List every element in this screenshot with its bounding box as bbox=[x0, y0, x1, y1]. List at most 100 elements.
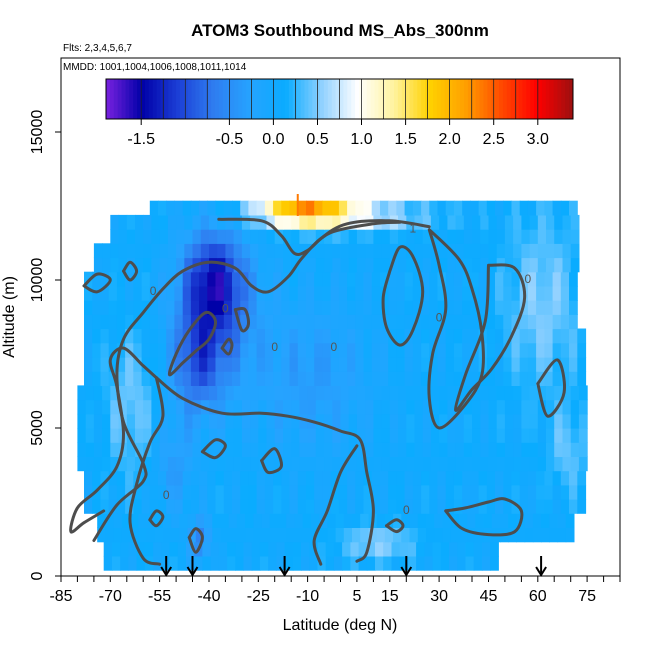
colorbar-swatch bbox=[141, 79, 146, 119]
heatmap-cell bbox=[314, 300, 323, 315]
heatmap-cell bbox=[105, 527, 115, 543]
contour-line bbox=[454, 263, 527, 412]
heatmap-cell bbox=[102, 442, 111, 457]
heatmap-cell bbox=[488, 442, 498, 457]
heatmap-cell bbox=[363, 484, 373, 500]
heatmap-cell bbox=[283, 257, 292, 273]
heatmap-cell bbox=[453, 357, 463, 372]
heatmap-cell bbox=[363, 285, 373, 301]
heatmap-cell bbox=[159, 385, 169, 401]
colorbar-swatch bbox=[405, 79, 411, 119]
heatmap-cell bbox=[286, 513, 295, 528]
heatmap-cell bbox=[278, 527, 287, 543]
heatmap-cell bbox=[171, 513, 180, 528]
heatmap-cell bbox=[149, 484, 159, 500]
heatmap-cell bbox=[453, 342, 463, 358]
y-tick-label: 5000 bbox=[29, 410, 46, 446]
heatmap-cell bbox=[126, 214, 136, 230]
heatmap-cell bbox=[258, 413, 268, 429]
heatmap-cell bbox=[404, 314, 414, 330]
heatmap-cell bbox=[159, 399, 169, 415]
heatmap-cell bbox=[453, 371, 463, 386]
heatmap-cell bbox=[333, 555, 343, 571]
heatmap-cell bbox=[233, 413, 243, 429]
heatmap-cell bbox=[560, 499, 570, 514]
heatmap-cell bbox=[470, 300, 480, 315]
x-tick-label: 45 bbox=[480, 588, 498, 605]
heatmap-cell bbox=[225, 243, 235, 259]
heatmap-cell bbox=[463, 399, 473, 415]
colorbar-swatch bbox=[179, 79, 185, 119]
heatmap-cell bbox=[116, 470, 126, 486]
heatmap-cell bbox=[439, 257, 448, 273]
heatmap-cell bbox=[488, 456, 498, 472]
heatmap-cell bbox=[240, 484, 249, 500]
heatmap-cell bbox=[519, 314, 529, 330]
heatmap-cell bbox=[465, 555, 475, 571]
heatmap-cell bbox=[396, 371, 406, 386]
heatmap-cell bbox=[352, 513, 361, 528]
colorbar-swatch bbox=[331, 79, 337, 119]
heatmap-cell bbox=[274, 229, 284, 244]
heatmap-cell bbox=[414, 442, 424, 457]
colorbar-swatch bbox=[394, 79, 399, 119]
heatmap-cell bbox=[250, 428, 259, 443]
heatmap-cell bbox=[281, 200, 291, 216]
heatmap-cell bbox=[546, 257, 555, 273]
heatmap-cell bbox=[447, 428, 457, 443]
heatmap-cell bbox=[569, 342, 578, 358]
heatmap-cell bbox=[194, 555, 203, 571]
colorbar-swatch bbox=[355, 79, 360, 119]
heatmap-cell bbox=[151, 428, 161, 443]
heatmap-cell bbox=[158, 470, 167, 486]
y-axis-label: Altitude (m) bbox=[1, 276, 18, 358]
heatmap-cell bbox=[176, 214, 185, 230]
heatmap-cell bbox=[453, 300, 463, 315]
heatmap-cell bbox=[421, 271, 430, 287]
heatmap-cell bbox=[297, 328, 307, 344]
heatmap-cell bbox=[480, 385, 490, 401]
colorbar-swatch bbox=[464, 79, 469, 119]
heatmap-cell bbox=[389, 257, 399, 273]
heatmap-cell bbox=[215, 328, 225, 344]
heatmap-cell bbox=[544, 342, 554, 358]
contour-label: 0 bbox=[150, 284, 157, 298]
colorbar-tick-label: 1.0 bbox=[350, 131, 372, 148]
heatmap-cell bbox=[373, 257, 383, 273]
colorbar-swatch bbox=[397, 79, 403, 119]
heatmap-cell bbox=[565, 513, 575, 528]
heatmap-cell bbox=[209, 413, 218, 429]
heatmap-cell bbox=[544, 300, 554, 315]
heatmap-cell bbox=[258, 442, 268, 457]
heatmap-cell bbox=[85, 385, 95, 401]
heatmap-cell bbox=[200, 428, 210, 443]
colorbar-tick-label: 1.5 bbox=[394, 131, 416, 148]
heatmap-cell bbox=[112, 555, 121, 571]
heatmap-cell bbox=[250, 442, 259, 457]
heatmap-cell bbox=[560, 484, 570, 500]
heatmap-cell bbox=[297, 200, 307, 216]
heatmap-cell bbox=[207, 499, 217, 514]
heatmap-cell bbox=[317, 541, 327, 557]
heatmap-cell bbox=[126, 243, 136, 259]
contour-label: 0 bbox=[403, 503, 410, 517]
heatmap-cell bbox=[141, 328, 151, 344]
heatmap-cell bbox=[396, 285, 406, 301]
heatmap-cell bbox=[381, 413, 391, 429]
heatmap-cell bbox=[135, 413, 144, 429]
heatmap-cell bbox=[513, 428, 522, 443]
heatmap-cell bbox=[442, 513, 452, 528]
heatmap-cell bbox=[215, 285, 225, 301]
heatmap-cell bbox=[259, 541, 269, 557]
heatmap-cell bbox=[116, 271, 126, 287]
heatmap-cell bbox=[462, 271, 471, 287]
heatmap-cell bbox=[159, 243, 169, 259]
heatmap-cell bbox=[307, 428, 317, 443]
heatmap-cell bbox=[84, 499, 93, 514]
heatmap-cell bbox=[289, 371, 299, 386]
heatmap-cell bbox=[273, 271, 282, 287]
heatmap-cell bbox=[472, 229, 481, 244]
heatmap-cell bbox=[414, 257, 424, 273]
heatmap-cell bbox=[283, 399, 292, 415]
heatmap-cell bbox=[412, 484, 422, 500]
